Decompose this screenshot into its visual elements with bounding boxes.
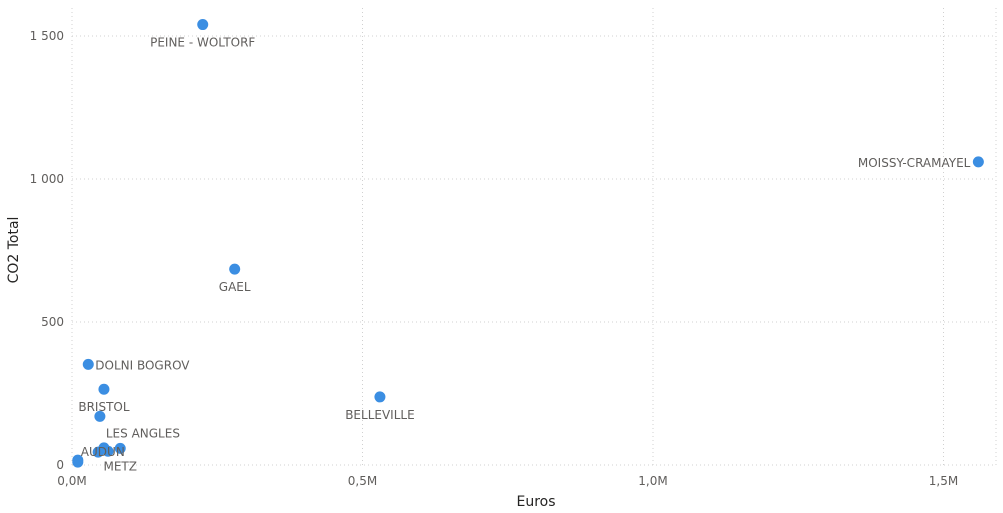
data-point <box>82 358 94 370</box>
y-tick-label: 1 000 <box>30 172 64 186</box>
x-tick-label: 1,5M <box>929 474 958 488</box>
x-axis-ticks: 0,0M 0,5M 1,0M 1,5M <box>57 474 958 488</box>
point-label: PEINE - WOLTORF <box>150 36 255 50</box>
data-point <box>98 383 110 395</box>
x-axis-title: Euros <box>516 494 555 510</box>
gridlines <box>71 8 997 466</box>
data-point <box>197 19 209 31</box>
point-label: AUDUN <box>81 445 125 459</box>
y-axis-ticks: 0 500 1 000 1 500 <box>30 29 64 472</box>
x-tick-label: 1,0M <box>638 474 667 488</box>
data-point <box>374 391 386 403</box>
data-points <box>72 19 984 468</box>
data-point <box>972 156 984 168</box>
point-label: GAEL <box>219 280 251 294</box>
data-point <box>114 442 126 454</box>
data-point <box>102 445 114 457</box>
data-point <box>94 410 106 422</box>
x-tick-label: 0,5M <box>348 474 377 488</box>
point-label: METZ <box>103 459 137 473</box>
point-label: DOLNI BOGROV <box>95 358 190 372</box>
point-labels: PEINE - WOLTORF MOISSY-CRAMAYEL GAEL DOLNI … <box>78 36 970 474</box>
data-point <box>229 263 241 275</box>
y-tick-label: 1 500 <box>30 29 64 43</box>
point-label: MOISSY-CRAMAYEL <box>858 156 971 170</box>
point-label: LES ANGLES <box>106 426 180 440</box>
y-tick-label: 500 <box>41 315 64 329</box>
y-axis-title: CO2 Total <box>6 217 22 284</box>
point-label: BRISTOL <box>78 400 130 414</box>
x-tick-label: 0,0M <box>57 474 86 488</box>
data-point <box>72 456 84 468</box>
point-label: BELLEVILLE <box>345 408 414 422</box>
y-tick-label: 0 <box>56 458 64 472</box>
